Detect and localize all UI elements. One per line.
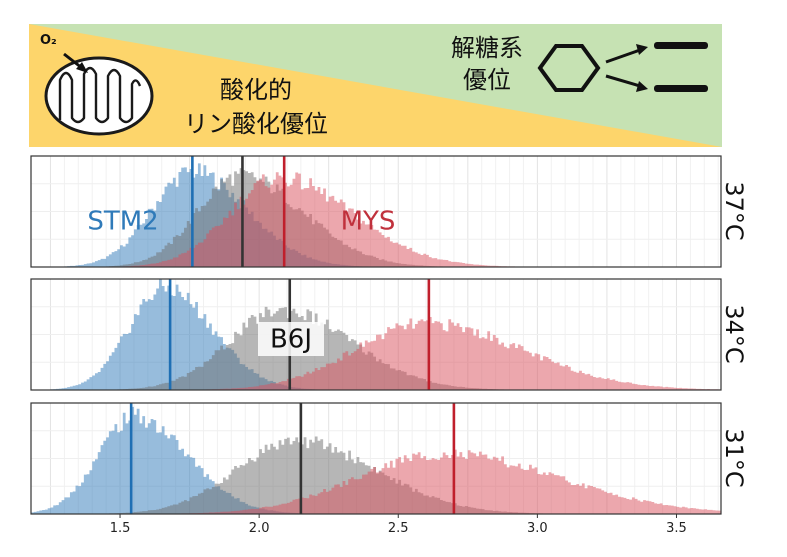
x-tick-label: 3.0 [527,521,548,536]
histogram-mys [31,172,721,267]
median-lines [191,156,286,267]
panel-frame [30,278,722,391]
hexagon-icon [537,44,601,92]
histogram-stm2 [31,406,721,514]
stm2-label: STM2 [87,207,158,237]
b6j-label: B6J [270,325,312,355]
panel-37c: 37°C STM2 MYS [30,155,748,268]
histogram-mys [31,316,721,390]
panel-frame [30,402,722,515]
mys-label: MYS [341,207,396,237]
x-axis: 1.5 2.0 2.5 3.0 3.5 [110,514,687,536]
temperature-label: 34°C [720,304,748,363]
panel-frame [30,155,722,268]
banner: O₂ 酸化的 リン酸化優位 解糖系 優位 [29,24,722,147]
panel-34c: 34°C B6J [30,278,748,391]
x-tick-label: 2.0 [249,521,270,536]
product-bars-icon [654,42,708,92]
b6j-label-background [258,322,324,356]
glycolysis-label-line1: 解糖系 [451,34,523,62]
o2-label: O₂ [40,33,57,48]
histograms [31,406,721,514]
panel-31c: 31°C [30,402,748,515]
histogram-b6j [31,306,721,390]
histograms [31,163,721,267]
mitochondrion-icon [44,56,154,136]
histogram-mys [31,449,721,514]
oxphos-label-line1: 酸化的 [220,76,292,104]
histograms [31,279,721,390]
temperature-label: 37°C [720,181,748,240]
median-lines [129,403,456,514]
split-arrows-icon [605,44,648,92]
glycolysis-label-line2: 優位 [463,66,511,94]
oxphos-label-line2: リン酸化優位 [184,110,328,138]
x-tick-label: 1.5 [110,521,131,536]
temperature-label: 31°C [720,428,748,487]
o2-arrow-icon [63,52,88,73]
x-tick-label: 3.5 [666,521,687,536]
x-tick-label: 2.5 [388,521,409,536]
